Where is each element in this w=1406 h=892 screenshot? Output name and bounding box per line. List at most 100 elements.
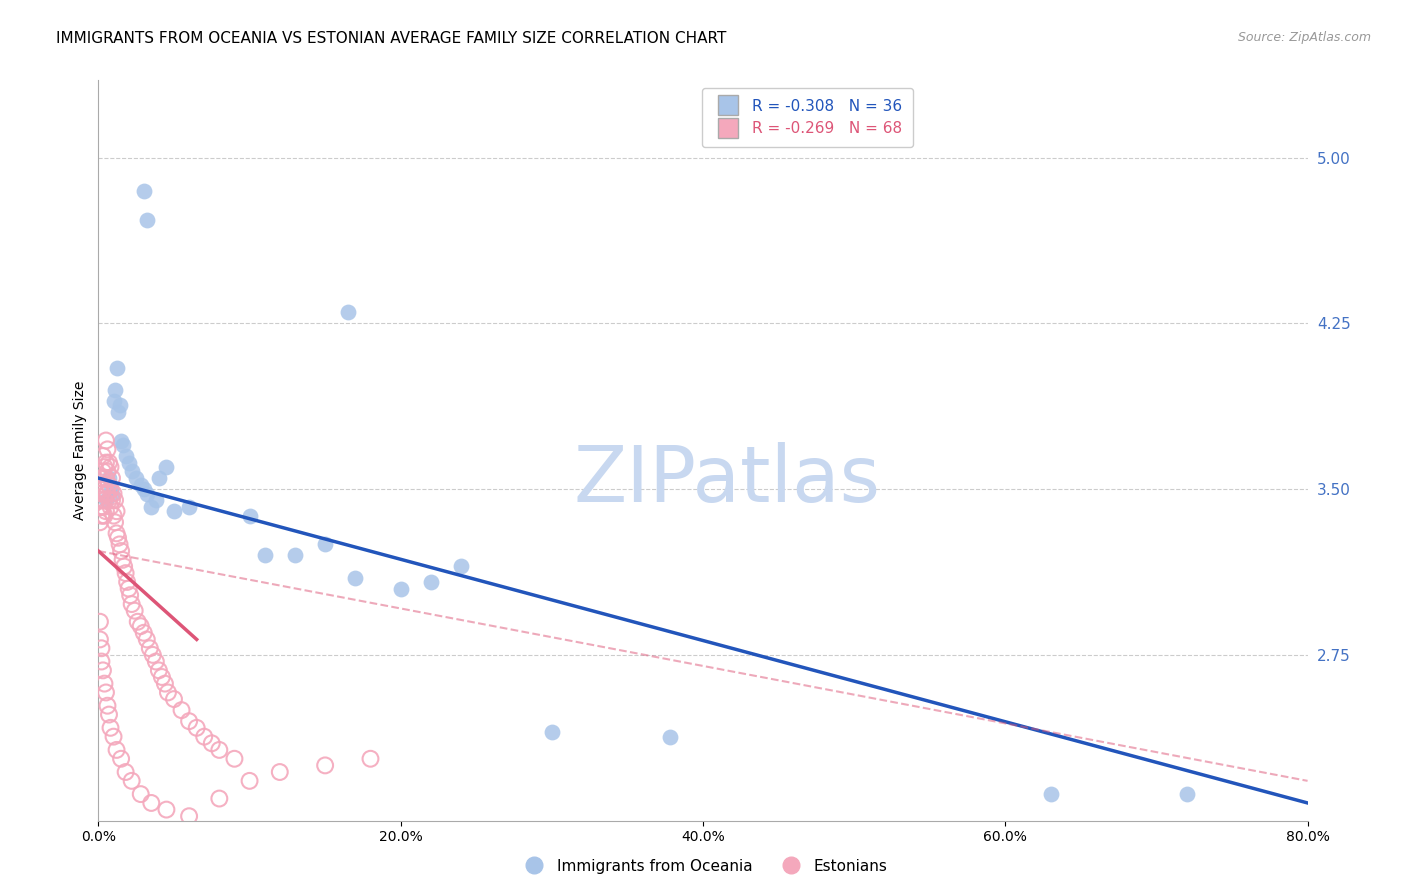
Point [336, 305, 359, 319]
Point [96, 442, 118, 457]
Point [91, 508, 114, 523]
Point [129, 787, 152, 801]
Point [114, 764, 136, 779]
Point [94, 486, 117, 500]
Point [96, 486, 118, 500]
Point [269, 764, 291, 779]
Point [1039, 787, 1062, 801]
Point [139, 641, 162, 656]
Point [142, 648, 165, 662]
Point [114, 566, 136, 581]
Point [208, 791, 231, 805]
Point [94, 504, 117, 518]
Point [89, 632, 111, 647]
Point [98, 477, 121, 491]
Point [153, 676, 176, 690]
Point [111, 438, 134, 452]
Point [127, 615, 149, 629]
Point [141, 796, 163, 810]
Point [224, 752, 246, 766]
Point [344, 570, 367, 584]
Point [208, 743, 231, 757]
Point [145, 655, 167, 669]
Point [450, 559, 472, 574]
Point [93, 493, 115, 508]
Point [100, 482, 122, 496]
Point [91, 664, 114, 678]
Point [156, 685, 179, 699]
Point [179, 500, 201, 514]
Point [96, 465, 118, 479]
Point [125, 471, 148, 485]
Point [239, 508, 262, 523]
Point [90, 655, 112, 669]
Point [1175, 787, 1198, 801]
Point [540, 725, 562, 739]
Point [129, 619, 152, 633]
Point [94, 434, 117, 448]
Point [121, 465, 143, 479]
Point [91, 482, 114, 496]
Point [186, 721, 208, 735]
Point [163, 692, 186, 706]
Point [163, 504, 186, 518]
Point [91, 449, 114, 463]
Point [94, 685, 117, 699]
Point [103, 730, 125, 744]
Point [105, 743, 128, 757]
Point [239, 773, 262, 788]
Point [148, 664, 170, 678]
Point [121, 773, 143, 788]
Point [135, 486, 157, 500]
Point [104, 493, 127, 508]
Point [96, 698, 118, 713]
Point [107, 531, 129, 545]
Point [104, 516, 127, 530]
Point [93, 477, 115, 491]
Point [98, 456, 121, 470]
Point [193, 730, 215, 744]
Legend: R = -0.308   N = 36, R = -0.269   N = 68: R = -0.308 N = 36, R = -0.269 N = 68 [702, 88, 912, 147]
Point [155, 460, 177, 475]
Point [658, 730, 681, 744]
Point [129, 477, 152, 491]
Point [91, 465, 114, 479]
Point [314, 537, 336, 551]
Text: Source: ZipAtlas.com: Source: ZipAtlas.com [1237, 31, 1371, 45]
Point [141, 500, 163, 514]
Point [90, 471, 112, 485]
Point [150, 670, 173, 684]
Text: ZIPatlas: ZIPatlas [574, 442, 880, 518]
Point [94, 493, 117, 508]
Point [420, 574, 443, 589]
Point [103, 486, 125, 500]
Point [389, 582, 412, 596]
Point [148, 471, 170, 485]
Point [110, 752, 132, 766]
Point [284, 549, 307, 563]
Point [90, 486, 112, 500]
Point [179, 714, 201, 729]
Point [132, 482, 155, 496]
Y-axis label: Average Family Size: Average Family Size [73, 381, 87, 520]
Point [93, 676, 115, 690]
Point [103, 393, 125, 408]
Point [120, 588, 142, 602]
Point [93, 460, 115, 475]
Point [121, 597, 143, 611]
Point [94, 471, 117, 485]
Point [115, 574, 138, 589]
Point [89, 482, 111, 496]
Point [89, 615, 111, 629]
Point [135, 212, 157, 227]
Point [114, 449, 136, 463]
Point [111, 553, 134, 567]
Point [110, 544, 132, 558]
Point [314, 758, 336, 772]
Point [100, 721, 122, 735]
Point [118, 456, 141, 470]
Point [170, 703, 193, 717]
Text: IMMIGRANTS FROM OCEANIA VS ESTONIAN AVERAGE FAMILY SIZE CORRELATION CHART: IMMIGRANTS FROM OCEANIA VS ESTONIAN AVER… [56, 31, 727, 46]
Legend: Immigrants from Oceania, Estonians: Immigrants from Oceania, Estonians [512, 853, 894, 880]
Point [135, 632, 157, 647]
